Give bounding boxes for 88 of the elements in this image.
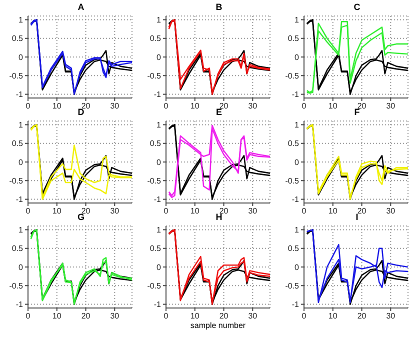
y-tick-label: -1 (16, 300, 24, 310)
y-tick-label: 0 (294, 52, 300, 62)
y-tick-label: 1 (294, 226, 300, 235)
y-tick-label: 1 (18, 16, 24, 25)
x-tick-label: 30 (248, 312, 258, 321)
y-tick-label: -0.5 (9, 176, 24, 186)
x-tick-label: 0 (302, 312, 307, 321)
x-tick-label: 20 (81, 312, 91, 321)
chart-title: G (77, 212, 84, 222)
y-tick-label: -0.5 (9, 281, 24, 290)
x-tick-label: 0 (164, 312, 169, 321)
x-tick-label: 10 (52, 102, 62, 111)
x-tick-label: 30 (110, 102, 120, 111)
x-tick-label: 20 (219, 312, 229, 321)
x-tick-label: 0 (302, 206, 307, 216)
y-tick-label: 1 (156, 16, 162, 25)
chart-title: C (352, 2, 362, 12)
y-tick-label: 1 (18, 120, 24, 130)
y-tick-label: 0.5 (150, 244, 162, 254)
x-tick-label: 30 (110, 206, 120, 216)
x-tick-label: 30 (386, 102, 396, 111)
y-tick-label: 0 (18, 52, 24, 62)
y-tick-label: -1 (292, 195, 300, 204)
y-tick-label: 1 (156, 120, 162, 130)
x-tick-label: 10 (190, 312, 200, 321)
y-tick-label: -0.5 (147, 71, 162, 80)
x-tick-label: 10 (328, 206, 338, 216)
y-tick-label: 0.5 (150, 34, 162, 44)
y-tick-label: -0.5 (285, 281, 300, 290)
y-tick-label: -1 (154, 195, 162, 204)
y-tick-label: 0 (18, 262, 24, 272)
y-tick-label: 0 (156, 158, 162, 167)
y-tick-label: 0 (156, 262, 162, 272)
x-tick-label: 20 (357, 102, 367, 111)
y-tick-label: 1 (156, 226, 162, 235)
y-tick-label: -1 (154, 300, 162, 310)
y-tick-label: -0.5 (285, 71, 300, 80)
y-tick-label: 0.5 (12, 244, 24, 254)
chart-title: I (356, 212, 358, 222)
y-tick-label: 1 (294, 120, 300, 130)
y-tick-label: -1 (16, 195, 24, 204)
chart-title: D (78, 107, 84, 117)
y-tick-label: -0.5 (285, 176, 300, 186)
y-tick-label: -1 (16, 90, 24, 100)
y-tick-label: 0.5 (12, 34, 24, 44)
y-tick-label: -1 (154, 90, 162, 100)
chart-title: E (216, 107, 222, 117)
x-tick-label: 30 (386, 206, 396, 216)
x-tick-label: 0 (302, 102, 307, 111)
x-tick-label: 0 (26, 206, 31, 216)
x-tick-label: 0 (26, 312, 31, 321)
x-tick-label: 30 (110, 312, 120, 321)
y-tick-label: 0.5 (150, 139, 162, 148)
y-tick-label: -1 (292, 300, 300, 310)
chart-title: A (76, 2, 86, 12)
y-tick-label: 0.5 (12, 139, 24, 148)
y-tick-label: 1 (18, 226, 24, 235)
y-tick-label: 0 (294, 158, 300, 167)
y-tick-label: -0.5 (147, 176, 162, 186)
y-tick-label: 0 (294, 262, 300, 272)
x-tick-label: 0 (26, 102, 31, 111)
x-tick-label: 10 (52, 312, 62, 321)
x-axis-title: sample number (189, 321, 247, 331)
chart-title: B (214, 2, 224, 12)
x-tick-label: 20 (357, 206, 367, 216)
x-tick-label: 10 (190, 206, 200, 216)
y-tick-label: -0.5 (9, 71, 24, 80)
x-tick-label: 0 (164, 206, 169, 216)
x-tick-label: 10 (52, 206, 62, 216)
chart-title: H (216, 212, 222, 222)
y-tick-label: -0.5 (147, 281, 162, 290)
x-tick-label: 20 (219, 102, 229, 111)
x-tick-label: 10 (328, 102, 338, 111)
y-tick-label: 0 (156, 52, 162, 62)
x-tick-label: 20 (357, 312, 367, 321)
y-tick-label: 0.5 (288, 139, 300, 148)
x-tick-label: 30 (248, 102, 258, 111)
x-tick-label: 0 (164, 102, 169, 111)
y-tick-label: 1 (294, 16, 300, 25)
x-tick-label: 10 (328, 312, 338, 321)
y-tick-label: 0.5 (288, 34, 300, 44)
y-tick-label: 0.5 (288, 244, 300, 254)
x-tick-label: 30 (386, 312, 396, 321)
y-tick-label: 0 (18, 158, 24, 167)
y-tick-label: -1 (292, 90, 300, 100)
x-tick-label: 30 (248, 206, 258, 216)
chart-title: F (354, 107, 360, 117)
x-tick-label: 10 (190, 102, 200, 111)
